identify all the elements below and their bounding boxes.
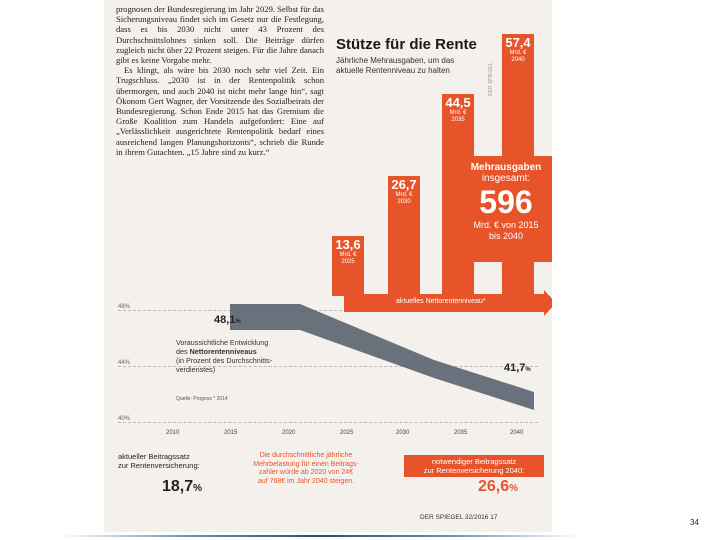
required-rate-label: notwendiger Beitragssatz zur Rentenversi… [404, 455, 544, 477]
total-label-4: bis 2040 [488, 231, 524, 241]
trend-legend: Voraussichtliche Entwicklung des Nettore… [176, 338, 316, 374]
bar-year: 2025 [341, 259, 355, 265]
bar-value: 44,5 [445, 95, 471, 110]
bar-unit: Mrd. € [395, 192, 413, 198]
magazine-footer: DER SPIEGEL 32/2016 17 [420, 514, 498, 521]
legend-line-4: verdienstes) [176, 365, 216, 374]
arrow-current-level [344, 294, 544, 312]
bar-year: 2035 [451, 117, 465, 123]
gridline-48 [118, 310, 538, 311]
x-tick-2020: 2020 [282, 430, 296, 436]
legend-line-2: des Nettorentenniveaus [176, 347, 257, 356]
scanned-page: prognosen der Bundesregierung im Jahr 20… [104, 0, 552, 532]
x-tick-2035: 2035 [454, 430, 468, 436]
trend-shape [230, 304, 534, 410]
bar-value: 13,6 [335, 237, 361, 252]
x-tick-2025: 2025 [340, 430, 354, 436]
arrow-label: aktuelles Nettorentenniveau* [396, 298, 486, 305]
required-rate-value: 26,6% [478, 478, 519, 495]
arrow-tip [544, 290, 552, 316]
bar-2030: 26,7 Mrd. € 2030 [388, 176, 420, 296]
article-paragraph-2: Es klingt, als wäre bis 2030 noch sehr v… [116, 65, 324, 157]
graphic-subtitle: Jährliche Mehrausgaben, um das aktuelle … [336, 56, 455, 75]
burden-note: Die durchschnittliche jährliche Mehrbela… [253, 452, 359, 485]
article-paragraph-1: prognosen der Bundesregierung im Jahr 20… [116, 4, 324, 66]
y-tick-48: 48% [118, 304, 131, 310]
legend-line-1: Voraussichtliche Entwicklung [176, 338, 269, 347]
total-label-1: Mehrausgaben [470, 162, 542, 173]
trend-band [230, 304, 534, 410]
total-box: Mehrausgaben insgesamt: 596 Mrd. € von 2… [460, 156, 552, 262]
article-text: prognosen der Bundesregierung im Jahr 20… [116, 4, 324, 157]
start-value: 48,1% [214, 314, 241, 326]
legend-line-3: (in Prozent des Durchschnitts- [176, 356, 273, 365]
y-tick-44: 44% [118, 360, 131, 366]
total-value: 596 [479, 184, 533, 220]
bar-unit: Mrd. € [509, 50, 527, 56]
current-rate-label: aktueller Beitragssatz zur Rentenversich… [118, 452, 200, 470]
slide-bottom-line [60, 535, 580, 537]
x-tick-2015: 2015 [224, 430, 238, 436]
total-label-2: insgesamt: [481, 173, 531, 184]
x-tick-2030: 2030 [396, 430, 410, 436]
y-tick-40: 40% [118, 416, 131, 422]
bar-2025: 13,6 Mrd. € 2025 [332, 236, 364, 296]
bar-unit: Mrd. € [449, 110, 467, 116]
bar-value: 26,7 [391, 177, 417, 192]
page-number: 34 [690, 518, 699, 527]
source-note: Quelle: Prognos * 2014 [176, 396, 228, 402]
total-label-3: Mrd. € von 2015 [473, 220, 539, 230]
current-rate-value: 18,7% [162, 478, 203, 495]
end-value: 41,7% [504, 362, 531, 374]
bar-value: 57,4 [505, 35, 531, 50]
bar-unit: Mrd. € [339, 252, 357, 258]
x-tick-2010: 2010 [166, 430, 180, 436]
gridline-44 [118, 366, 538, 367]
bar-year: 2030 [397, 199, 411, 205]
gridline-40 [118, 422, 538, 423]
graphic-title: Stütze für die Rente [336, 36, 477, 53]
bar-year: 2040 [511, 57, 525, 63]
x-tick-2040: 2040 [510, 430, 524, 436]
